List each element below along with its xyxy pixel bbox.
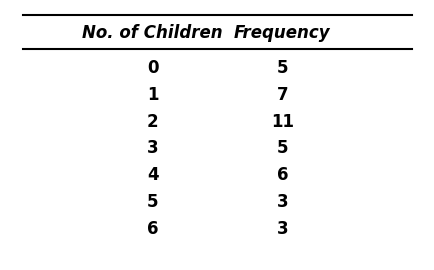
Text: Frequency: Frequency bbox=[233, 25, 330, 42]
Text: 2: 2 bbox=[147, 113, 158, 131]
Text: 3: 3 bbox=[276, 220, 287, 238]
Text: 5: 5 bbox=[276, 139, 287, 157]
Text: 6: 6 bbox=[147, 220, 158, 238]
Text: 7: 7 bbox=[276, 86, 287, 104]
Text: 0: 0 bbox=[147, 59, 158, 77]
Text: 5: 5 bbox=[276, 59, 287, 77]
Text: 5: 5 bbox=[147, 193, 158, 211]
Text: 4: 4 bbox=[147, 166, 158, 184]
Text: 1: 1 bbox=[147, 86, 158, 104]
Text: No. of Children: No. of Children bbox=[82, 25, 223, 42]
Text: 6: 6 bbox=[276, 166, 287, 184]
Text: 3: 3 bbox=[276, 193, 287, 211]
Text: 11: 11 bbox=[270, 113, 293, 131]
Text: 3: 3 bbox=[147, 139, 158, 157]
